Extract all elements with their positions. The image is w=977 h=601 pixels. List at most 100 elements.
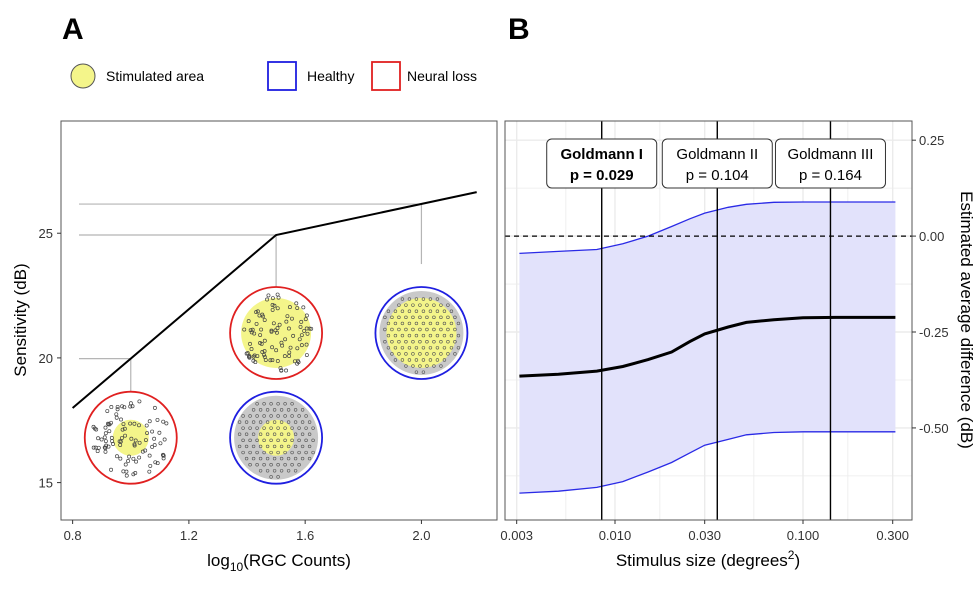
- retina-cell: [442, 309, 447, 313]
- a-x-tick-label: 1.2: [180, 528, 198, 543]
- retina-cell: [119, 436, 124, 440]
- retina-cell: [283, 462, 287, 467]
- retina-cell: [119, 417, 123, 422]
- retina-cell: [311, 450, 315, 455]
- retina-cell: [425, 339, 429, 344]
- retina-cell: [439, 327, 443, 332]
- retina-cell: [390, 352, 394, 356]
- b-x-tick-label: 0.003: [500, 528, 533, 543]
- retina-cell: [164, 421, 169, 426]
- retina-cell: [414, 297, 419, 301]
- retina-cell: [251, 444, 256, 449]
- retina-cell: [272, 469, 277, 473]
- retina-cell: [237, 432, 242, 436]
- retina-cell: [411, 303, 415, 307]
- b-goldmann-label: Goldmann II: [676, 146, 758, 163]
- retina-cell: [269, 475, 273, 479]
- retina-cell: [295, 306, 300, 310]
- retina-cell: [276, 295, 281, 300]
- retina-cell: [161, 456, 166, 461]
- retina-cell: [270, 358, 275, 363]
- retina-cell: [153, 460, 158, 465]
- retina-cell: [421, 321, 426, 326]
- retina-cell: [293, 408, 298, 412]
- retina-cell: [258, 420, 263, 424]
- retina-cell: [439, 339, 443, 344]
- retina-cell: [428, 321, 433, 326]
- retina-cell: [390, 327, 394, 332]
- retina-cell: [446, 303, 450, 307]
- retina-cell: [449, 309, 454, 313]
- b-goldmann-label-box: [546, 138, 658, 189]
- retina-cell: [255, 414, 259, 418]
- retina-cell: [425, 315, 429, 320]
- retina-cell: [272, 444, 277, 449]
- retina-cell: [435, 333, 440, 338]
- retina-cell: [307, 456, 312, 461]
- retina-cell: [270, 303, 275, 307]
- retina-cell: [115, 454, 119, 459]
- retina-cell: [262, 450, 266, 455]
- retina-cell: [418, 303, 422, 307]
- retina-cell: [421, 309, 426, 313]
- legend: Stimulated area Healthy Neural loss: [70, 61, 477, 91]
- b-goldmann-label: Goldmann III: [788, 146, 874, 163]
- retina-cell: [446, 315, 450, 320]
- retina-cell: [404, 352, 408, 356]
- retina-cell: [300, 408, 305, 412]
- b-goldmann-p-value: p = 0.029: [570, 167, 634, 184]
- retina-cell: [103, 425, 108, 430]
- retina-cell: [284, 368, 289, 373]
- retina-cell: [428, 346, 433, 350]
- retina-cell: [118, 456, 123, 461]
- retina-cell: [259, 327, 264, 332]
- retina-cell: [276, 426, 280, 430]
- retina-cell: [152, 436, 157, 441]
- retina-cell: [130, 404, 135, 409]
- retina-cell: [307, 326, 312, 331]
- retina-cell: [278, 366, 283, 370]
- retina-cell: [288, 345, 293, 350]
- retina-cell: [286, 420, 291, 424]
- retina-cell: [421, 370, 426, 374]
- retina-cell: [397, 327, 401, 332]
- retina-cell: [453, 339, 457, 344]
- retina-cell: [244, 351, 249, 356]
- retina-cell: [428, 297, 433, 301]
- retina-cell: [161, 419, 166, 424]
- retina-cell: [262, 338, 267, 343]
- retina-cell: [248, 341, 252, 346]
- b-goldmann-label-box: [774, 138, 886, 189]
- retina-cell: [265, 297, 269, 302]
- panel-a-y-ticks: 15 20 25: [39, 226, 61, 491]
- retina-cell: [425, 303, 429, 307]
- retina-cell: [272, 456, 277, 461]
- retina-cell: [290, 438, 294, 443]
- retina-cell: [262, 414, 266, 418]
- panel-a-x-title-prefix: log: [207, 551, 230, 570]
- retina-cell: [439, 364, 443, 368]
- retina-cell: [290, 414, 294, 418]
- retina-cell: [414, 333, 419, 338]
- retina-cell: [262, 402, 266, 406]
- panel-b-x-title-sup: 2: [788, 548, 795, 562]
- retina-cell: [442, 358, 447, 362]
- retina-cell: [123, 462, 128, 467]
- a-x-tick-label: 2.0: [412, 528, 430, 543]
- retina-cell: [275, 358, 280, 363]
- retina-cell: [265, 444, 270, 449]
- panel-b-x-ticks: 0.003 0.010 0.030 0.100 0.300: [500, 520, 909, 543]
- retina-cell: [241, 426, 245, 430]
- retina-cell: [147, 419, 152, 424]
- retina-cell: [432, 327, 436, 332]
- retina-cell: [248, 462, 252, 467]
- retina-icon-ring: [374, 286, 469, 380]
- retina-cell: [106, 422, 111, 427]
- retina-cell: [407, 309, 412, 313]
- retina-cell: [404, 327, 408, 332]
- retina-cell: [453, 315, 457, 320]
- panel-a-x-ticks: 0.8 1.2 1.6 2.0: [64, 520, 430, 543]
- legend-neural-loss-swatch: [371, 61, 401, 91]
- panel-a-x-title-sub: 10: [230, 560, 244, 574]
- retina-cell: [96, 445, 101, 450]
